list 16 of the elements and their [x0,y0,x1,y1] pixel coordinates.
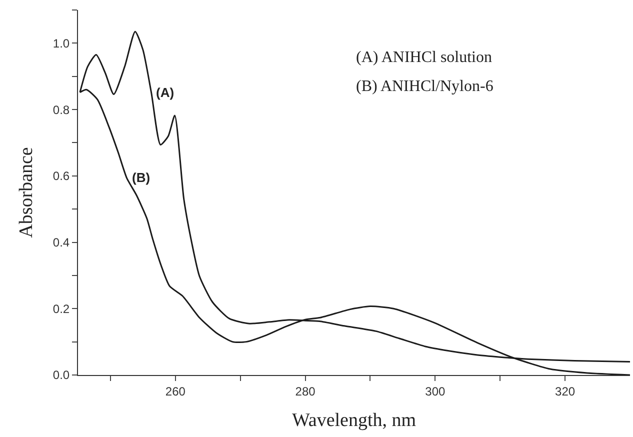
y-tick-label: 0.0 [52,368,70,382]
y-tick-label: 0.2 [52,302,70,316]
y-tick-label: 1.0 [52,36,70,50]
annotation: (A) ANIHCl solution [356,49,492,66]
x-tick-label: 300 [425,384,446,398]
y-tick-label: 0.6 [52,169,70,184]
x-tick-label: 260 [165,384,186,398]
y-tick-label: 0.4 [52,235,70,250]
x-tick-label: 280 [295,384,316,398]
y-tick-label: 0.8 [52,102,70,117]
annotation: (A) [156,85,174,100]
y-axis-title: Absorbance [16,147,37,238]
annotation: (B) ANIHCl/Nylon-6 [356,78,494,95]
x-axis-title: Wavelength, nm [292,410,416,432]
x-tick-label: 320 [555,384,576,398]
annotation: (B) [132,170,150,185]
